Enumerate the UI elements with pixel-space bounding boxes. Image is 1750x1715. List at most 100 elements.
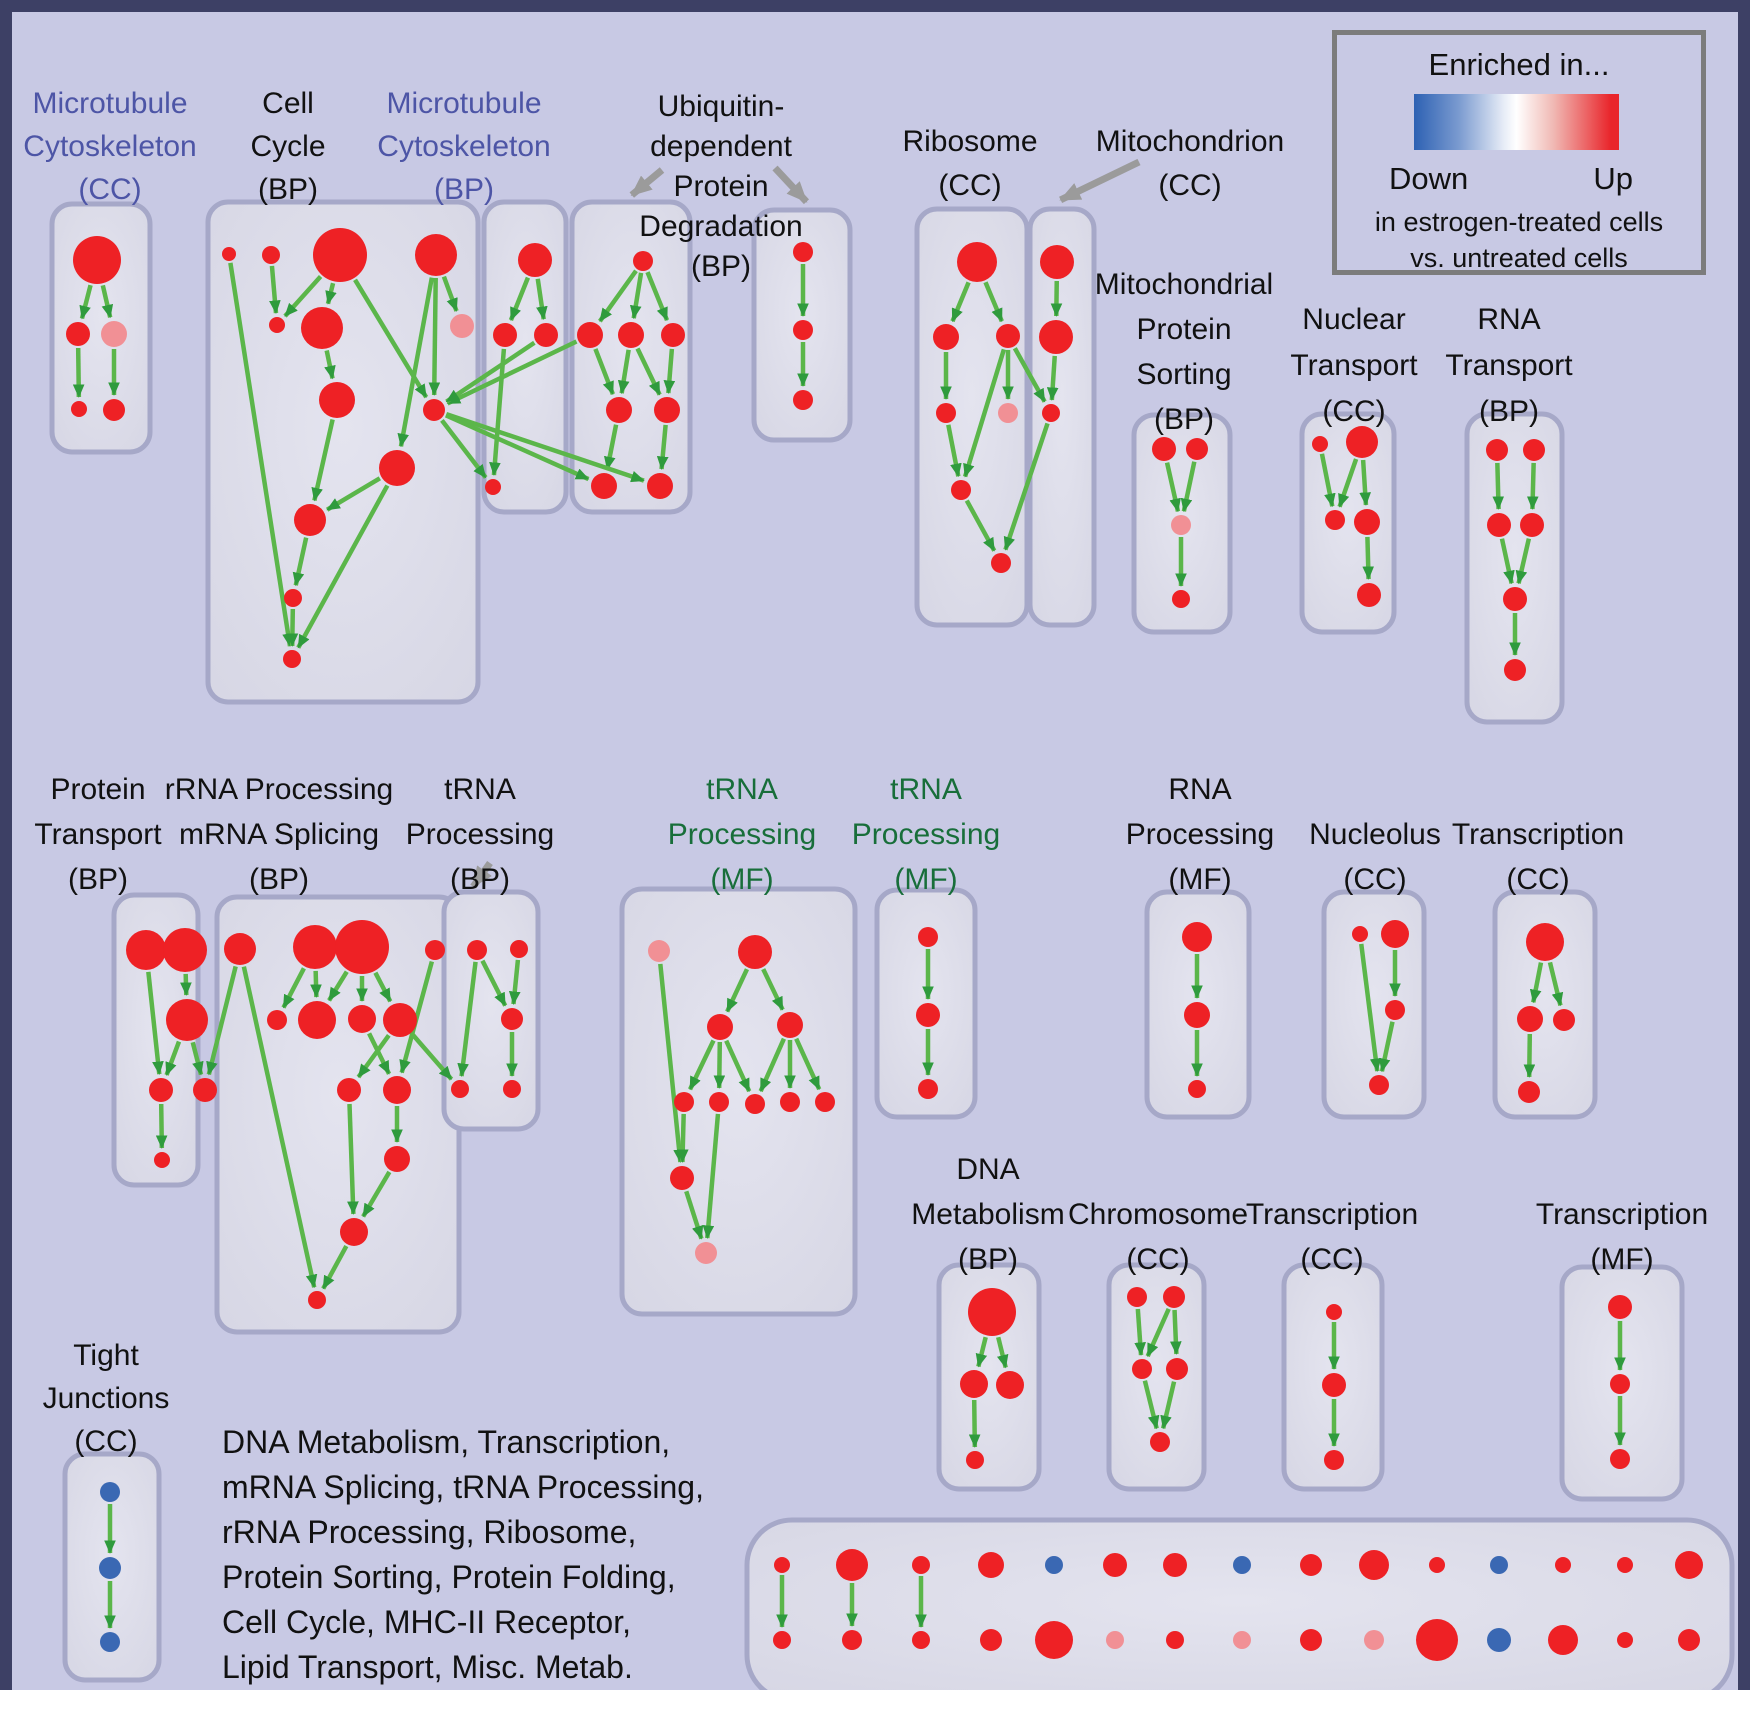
- node-red: [308, 1291, 326, 1309]
- node-red: [793, 390, 813, 410]
- misc-collection-note: DNA Metabolism, Transcription, mRNA Spli…: [222, 1420, 704, 1690]
- node-red: [1040, 245, 1074, 279]
- misc-note-line: Lipid Transport, Misc. Metab.: [222, 1649, 633, 1685]
- edge-arrow: [281, 967, 306, 1009]
- edge-arrow: [645, 271, 670, 322]
- node-red: [301, 307, 343, 349]
- node-red: [534, 323, 558, 347]
- edge-arrow: [445, 412, 645, 483]
- edge-arrow: [283, 275, 323, 318]
- node-pink: [1233, 1631, 1251, 1649]
- node-red: [313, 228, 367, 282]
- node-red: [1163, 1286, 1185, 1308]
- node-red: [1617, 1632, 1633, 1648]
- edge-arrow: [446, 339, 578, 406]
- node-red: [1324, 1450, 1344, 1470]
- edge-arrow: [190, 1041, 204, 1076]
- node-red: [166, 999, 208, 1041]
- edge-arrow: [72, 347, 85, 398]
- edge-arrow: [1003, 422, 1050, 551]
- node-pink: [1171, 515, 1191, 535]
- edge-arrow: [356, 1034, 391, 1079]
- edge-arrow: [79, 284, 93, 320]
- node-red: [222, 247, 236, 261]
- node-red: [1035, 1621, 1073, 1659]
- group-box-ubiquitin-dependent-protein-degradation-bp: [569, 199, 693, 515]
- node-red: [1103, 1553, 1127, 1577]
- node-red: [1346, 426, 1378, 458]
- node-red: [661, 323, 685, 347]
- edge-arrow: [983, 281, 1004, 323]
- network-diagram: [49, 158, 1735, 1690]
- node-red: [1678, 1629, 1700, 1651]
- edge-arrow: [1337, 458, 1359, 508]
- edge-arrow: [1359, 459, 1371, 506]
- edge-arrow: [1362, 536, 1375, 580]
- group-box-rrna-processing-mrna-splicing-bp: [214, 894, 462, 1335]
- node-red: [1617, 1557, 1633, 1573]
- node-red: [501, 1008, 523, 1030]
- edge-arrow: [535, 278, 548, 321]
- node-red: [224, 933, 256, 965]
- node-red: [968, 1288, 1016, 1336]
- edge-arrow: [635, 347, 662, 396]
- edge-arrow: [676, 1113, 689, 1163]
- edge-arrow: [996, 1336, 1009, 1369]
- edge-arrow: [296, 484, 390, 649]
- node-red: [957, 242, 997, 282]
- edge-arrow: [1170, 1309, 1182, 1355]
- edge-arrow: [367, 1032, 392, 1075]
- edge-arrow: [964, 499, 997, 552]
- edge-arrow: [410, 1032, 454, 1081]
- node-red: [916, 1003, 940, 1027]
- pointers-layer: [470, 158, 1141, 889]
- misc-note-line: mRNA Splicing, tRNA Processing,: [222, 1469, 704, 1505]
- group-label-transcription-mf: Transcription (MF): [1535, 1198, 1709, 1276]
- node-red: [126, 930, 166, 970]
- node-red: [1381, 920, 1409, 948]
- node-red: [1127, 1287, 1147, 1307]
- group-box-nucleolus-cc: [1321, 889, 1427, 1120]
- node-red: [1504, 659, 1526, 681]
- edge-arrow: [975, 1336, 988, 1368]
- edge-arrow: [1145, 1307, 1171, 1358]
- edge-arrow: [347, 1103, 359, 1215]
- node-red: [780, 1092, 800, 1112]
- node-red: [774, 1557, 790, 1573]
- node-red: [383, 1003, 417, 1037]
- pointer-arrow: [470, 860, 493, 889]
- edge-arrow: [1046, 355, 1059, 401]
- node-red: [1172, 590, 1190, 608]
- edge-arrow: [321, 1244, 349, 1290]
- edge-arrow: [598, 269, 638, 323]
- node-red: [1357, 583, 1381, 607]
- node-red: [1429, 1557, 1445, 1573]
- group-label-microtubule-cytoskeleton-cc: Microtubule Cytoskeleton (CC): [23, 87, 197, 206]
- edge-arrow: [489, 348, 507, 476]
- node-red: [777, 1012, 803, 1038]
- node-blue: [1233, 1556, 1251, 1574]
- edge-arrow: [180, 973, 192, 996]
- group-label-protein-transport-bp: Protein Transport (BP): [34, 773, 162, 896]
- node-red: [503, 1080, 521, 1098]
- node-red: [1486, 439, 1508, 461]
- edge-arrow: [310, 970, 322, 998]
- node-red: [1503, 587, 1527, 611]
- node-red: [1548, 1625, 1578, 1655]
- node-red: [423, 399, 445, 421]
- node-red: [991, 553, 1011, 573]
- node-red: [163, 928, 207, 972]
- node-red: [738, 935, 772, 969]
- node-red: [337, 1078, 361, 1102]
- node-red: [284, 589, 302, 607]
- legend-subtitle-2: vs. untreated cells: [1410, 243, 1628, 273]
- node-red: [149, 1078, 173, 1102]
- node-red: [577, 322, 603, 348]
- node-blue: [1487, 1628, 1511, 1652]
- node-blue: [100, 1632, 120, 1652]
- node-pink: [695, 1242, 717, 1264]
- edge-arrow: [1142, 1380, 1160, 1430]
- edge-arrow: [617, 349, 631, 395]
- node-blue: [100, 1482, 120, 1502]
